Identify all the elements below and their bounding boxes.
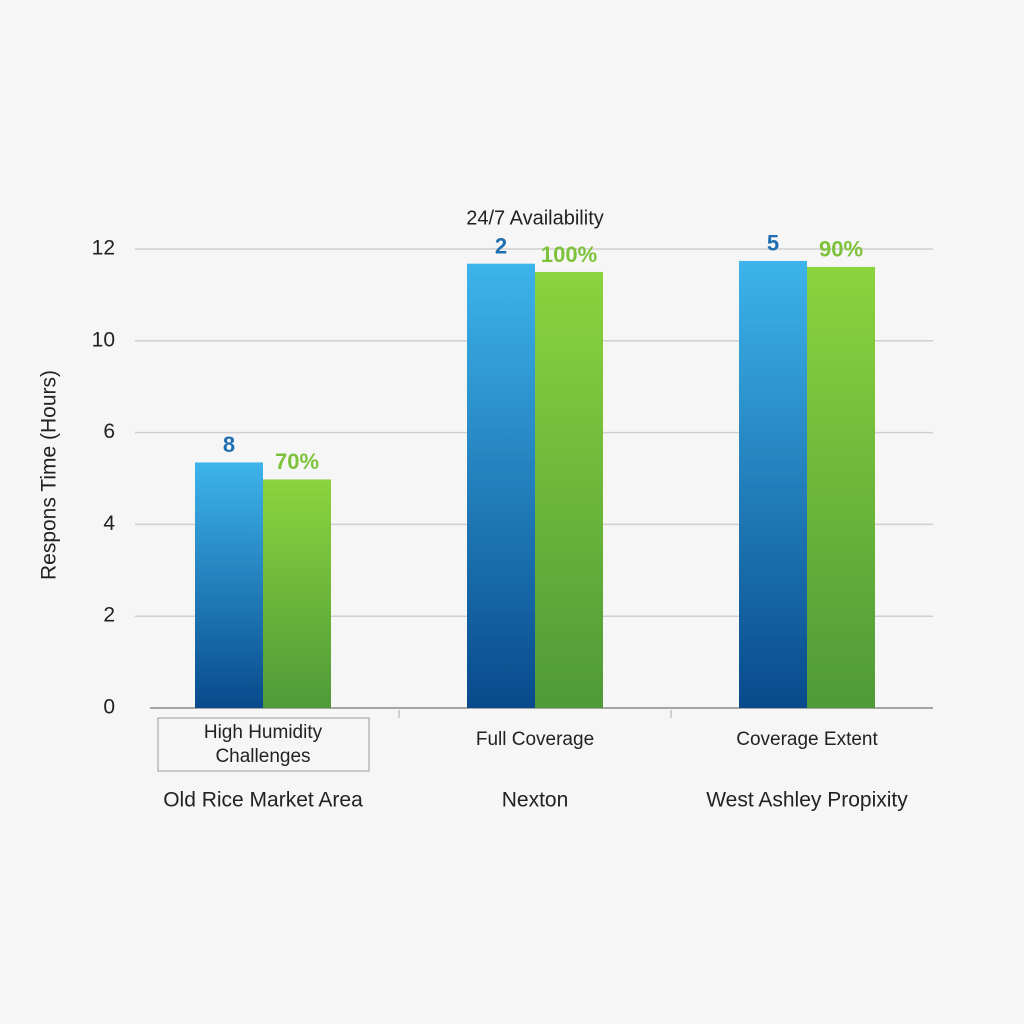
bar [535, 271, 603, 708]
bar [263, 479, 331, 708]
sub-label: Coverage Extent [736, 729, 878, 750]
sub-label-box [157, 717, 370, 772]
x-tick-label: Nexton [502, 789, 569, 812]
y-tick-label: 4 [103, 512, 115, 535]
bar [195, 462, 263, 708]
bar-label: 5 [767, 231, 779, 256]
sub-label: High Humidity [204, 722, 323, 743]
bar-label: 70% [275, 449, 319, 474]
x-tick-label: West Ashley Propixity [706, 789, 908, 812]
annotation: 24/7 Availability [466, 207, 604, 229]
bar-label: 90% [819, 237, 863, 262]
y-axis-label: Respons Time (Hours) [38, 370, 61, 580]
y-tick-label: 12 [92, 237, 115, 260]
sub-label: Challenges [215, 746, 310, 767]
sub-label: Full Coverage [476, 729, 594, 750]
x-tick-label: Old Rice Market Area [163, 789, 363, 812]
bar-label: 100% [541, 242, 597, 267]
bar [807, 266, 875, 708]
bar [467, 263, 535, 708]
y-tick-label: 10 [92, 328, 115, 351]
bar-label: 8 [223, 432, 235, 457]
bar [739, 260, 807, 708]
y-tick-label: 2 [103, 604, 115, 627]
y-tick-label: 0 [103, 696, 115, 719]
bar-label: 2 [495, 234, 507, 259]
y-tick-label: 6 [103, 420, 115, 443]
